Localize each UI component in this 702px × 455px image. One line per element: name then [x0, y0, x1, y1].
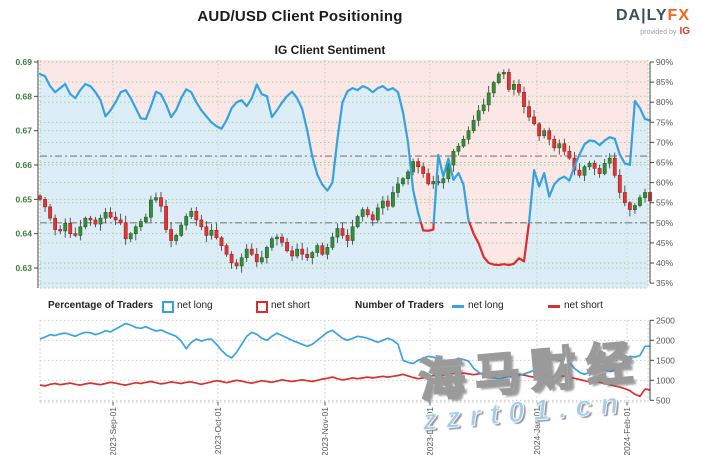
- date-axis: 2023-Sep-01 2023-Oct-01 2023-Nov-01 2023-De…: [108, 402, 632, 455]
- background-fills: [40, 60, 650, 288]
- legend-net-short-pct: net short: [271, 300, 310, 311]
- net-short-square-swatch: [256, 301, 268, 313]
- svg-text:70%: 70%: [656, 137, 673, 147]
- svg-text:60%: 60%: [656, 178, 673, 188]
- percent-axis: 90% 85% 80% 75% 70% 65% 60% 55% 50% 45% 40% 35%: [649, 57, 673, 288]
- count-gridlines: [39, 319, 649, 403]
- svg-text:90%: 90%: [656, 57, 673, 67]
- svg-text:75%: 75%: [656, 117, 673, 127]
- sentiment-line: [38, 72, 652, 267]
- legend-group-number: Number of Traders: [355, 300, 444, 311]
- svg-text:0.63: 0.63: [15, 263, 32, 273]
- net-short-count-group: [39, 371, 651, 398]
- chart-legend: Percentage of Traders net long net short…: [0, 299, 702, 316]
- svg-text:2023-Dec-01: 2023-Dec-01: [425, 407, 435, 455]
- svg-text:40%: 40%: [656, 258, 673, 268]
- net-short-line-swatch: [548, 305, 560, 308]
- svg-text:2023-Sep-01: 2023-Sep-01: [108, 407, 118, 455]
- svg-text:1500: 1500: [656, 355, 675, 365]
- legend-net-long-pct: net long: [177, 300, 213, 311]
- net-long-count-group: [39, 322, 651, 380]
- logo-daily-text: DA|LY: [615, 7, 668, 24]
- svg-text:2024-Feb-01: 2024-Feb-01: [622, 407, 632, 455]
- svg-text:2024-Jan-01: 2024-Jan-01: [532, 407, 542, 455]
- price-axis: 0.69 0.68 0.67 0.66 0.65 0.64 0.63: [15, 57, 39, 288]
- svg-text:0.66: 0.66: [15, 160, 32, 170]
- legend-group-percentage: Percentage of Traders: [48, 300, 154, 311]
- svg-text:55%: 55%: [656, 198, 673, 208]
- dailyfx-logo: DA|LYFX provided by IG: [616, 8, 690, 37]
- svg-text:45%: 45%: [656, 238, 673, 248]
- net-long-square-swatch: [162, 301, 174, 313]
- net-short-count-line: [39, 371, 651, 398]
- svg-text:1000: 1000: [656, 375, 675, 385]
- svg-text:80%: 80%: [656, 97, 673, 107]
- candlesticks: [38, 68, 652, 273]
- svg-text:500: 500: [656, 395, 670, 405]
- svg-text:2023-Nov-01: 2023-Nov-01: [320, 407, 330, 455]
- net-long-line-swatch: [452, 305, 464, 308]
- chart-subtitle: IG Client Sentiment: [274, 43, 386, 57]
- net-long-count-line: [39, 322, 651, 380]
- svg-text:2500: 2500: [656, 315, 675, 325]
- svg-text:0.68: 0.68: [15, 91, 32, 101]
- svg-text:0.64: 0.64: [15, 229, 32, 239]
- svg-text:0.65: 0.65: [15, 194, 32, 204]
- logo-provided-by: provided by: [640, 29, 677, 36]
- svg-text:65%: 65%: [656, 158, 673, 168]
- svg-text:50%: 50%: [656, 218, 673, 228]
- svg-text:0.67: 0.67: [15, 126, 32, 136]
- svg-text:35%: 35%: [656, 278, 673, 288]
- count-axis: 2500 2000 1500 1000 500: [649, 315, 675, 405]
- legend-net-short-count: net short: [564, 300, 603, 311]
- svg-text:85%: 85%: [656, 77, 673, 87]
- svg-text:2023-Oct-01: 2023-Oct-01: [213, 407, 223, 455]
- logo-ig-text: IG: [679, 26, 690, 37]
- logo-fx-text: FX: [667, 7, 690, 24]
- page-title: AUD/USD Client Positioning: [197, 8, 403, 25]
- svg-text:2000: 2000: [656, 335, 675, 345]
- svg-text:0.69: 0.69: [15, 57, 32, 67]
- legend-net-long-count: net long: [468, 300, 504, 311]
